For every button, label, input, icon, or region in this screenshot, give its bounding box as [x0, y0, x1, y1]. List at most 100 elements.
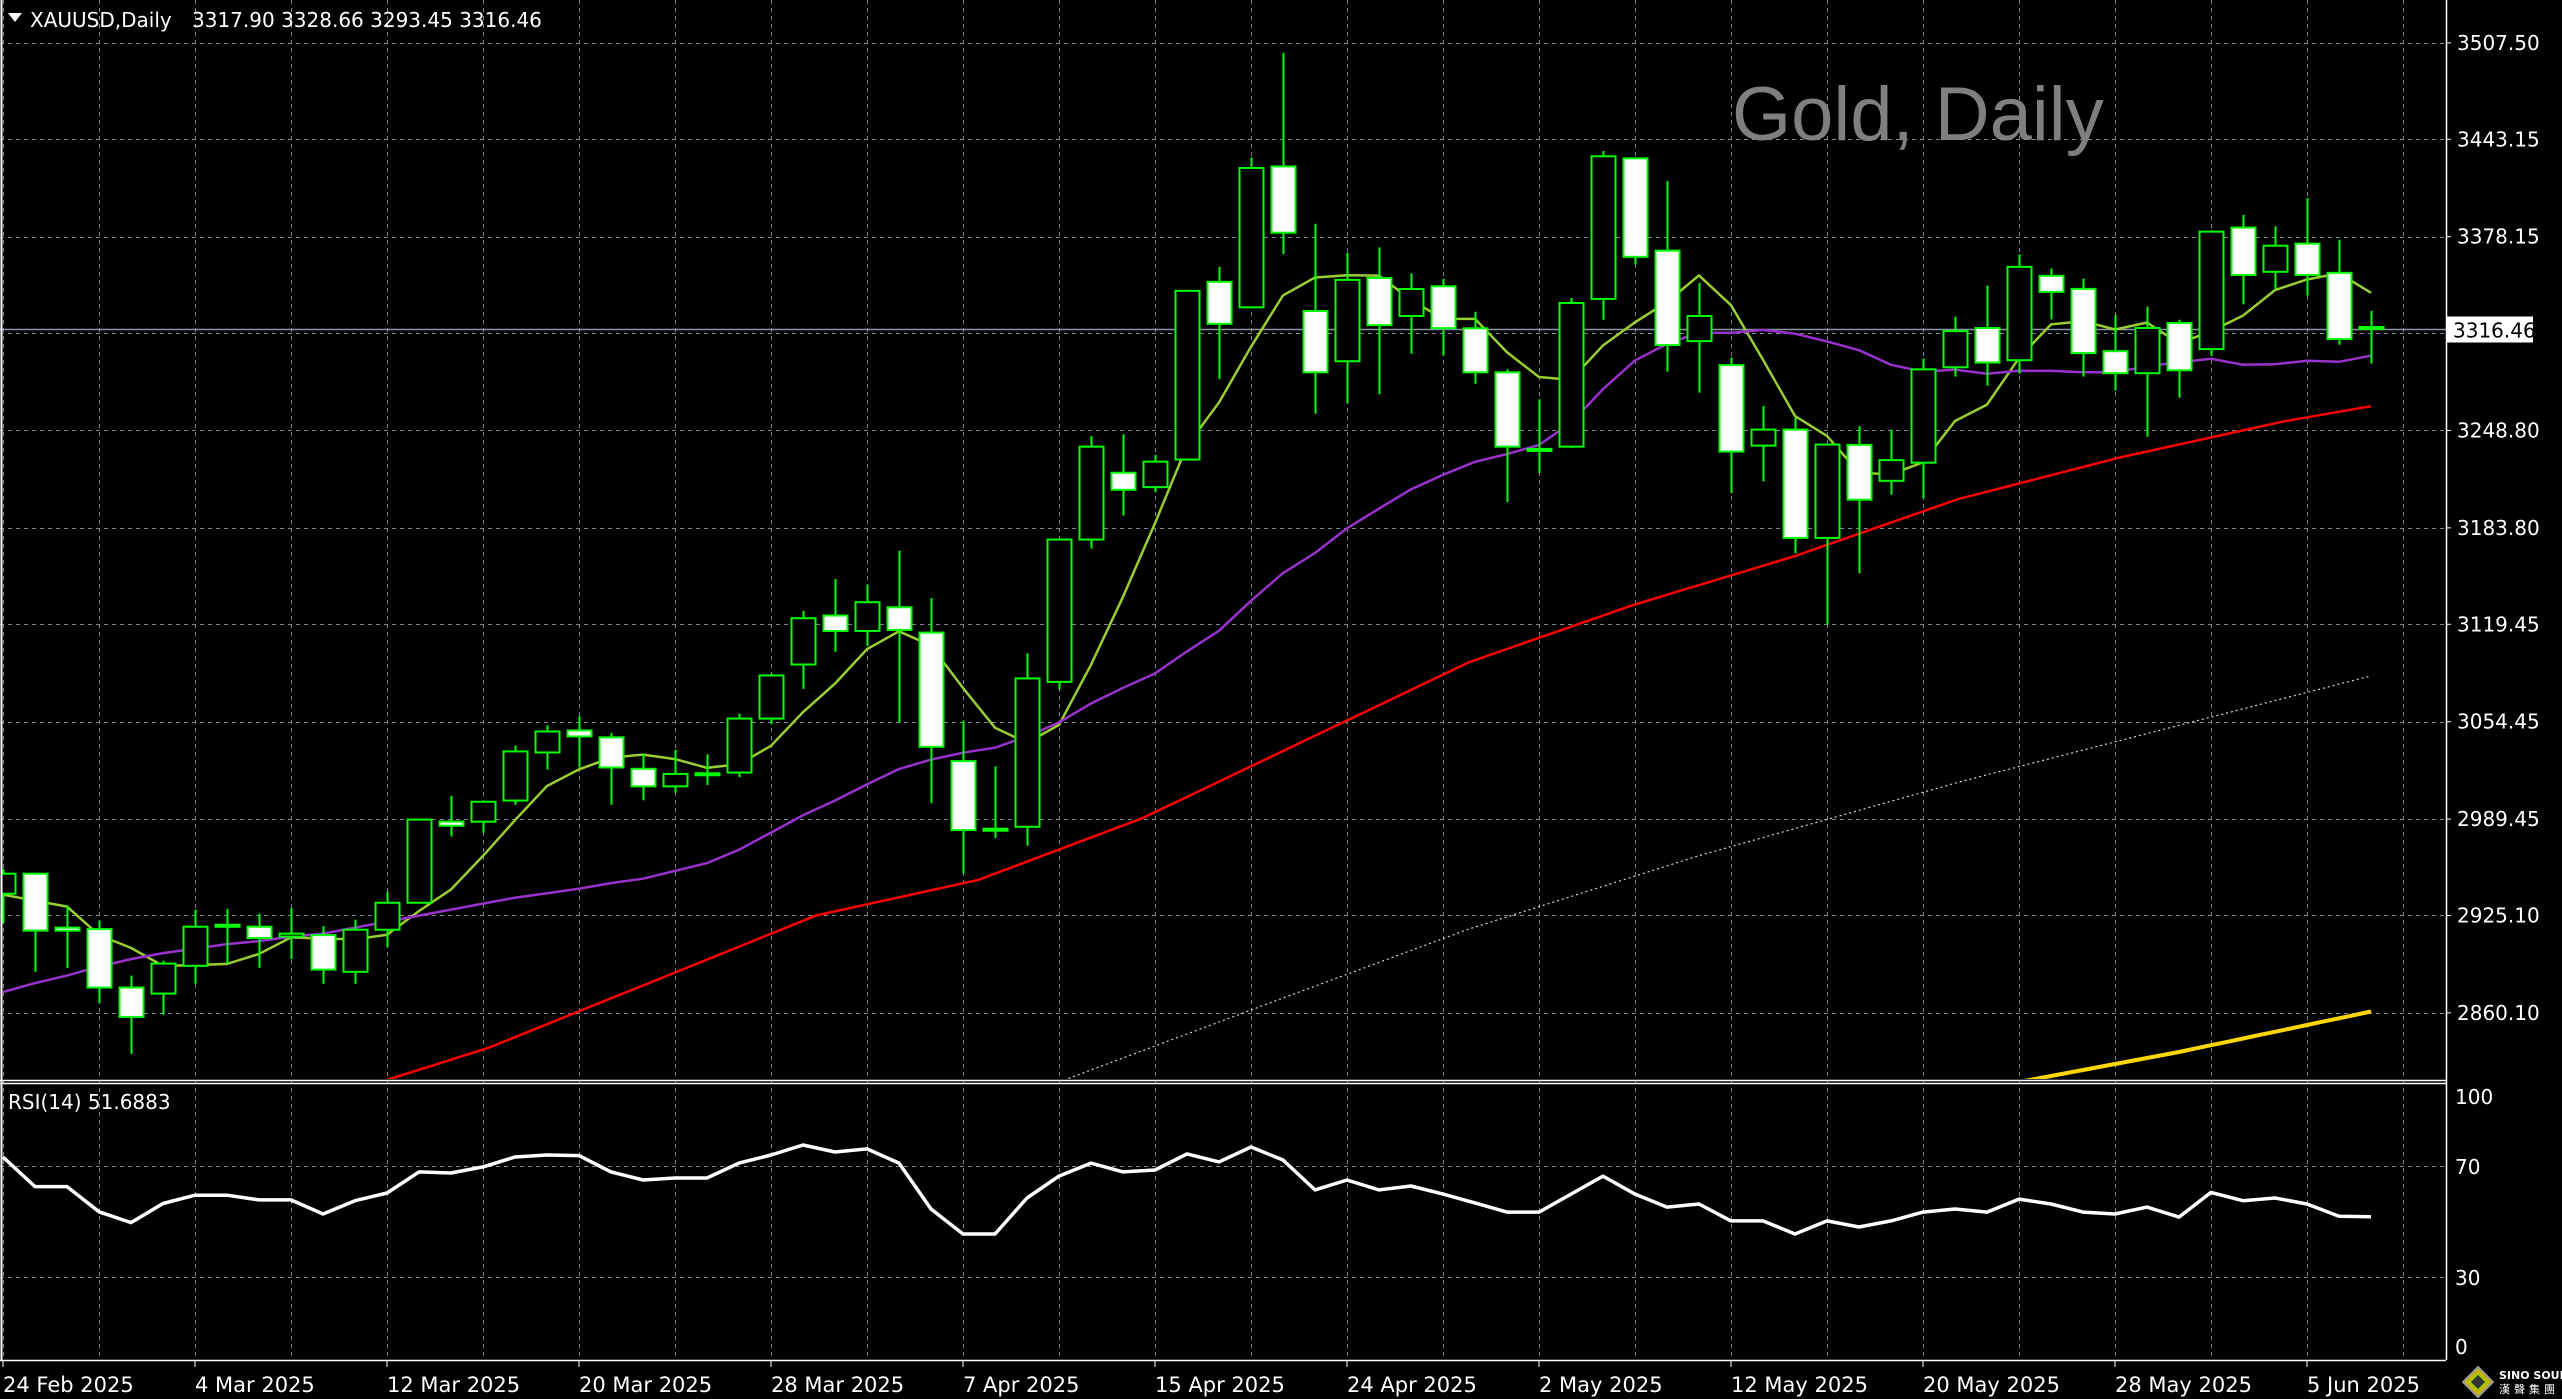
candle-body-bearish — [2038, 274, 2065, 293]
candle — [2326, 239, 2353, 345]
candle-body-bullish — [726, 717, 753, 774]
candle — [2, 869, 17, 924]
rsi-panel[interactable] — [2, 1143, 2372, 1236]
candle-body-bullish — [1590, 155, 1617, 300]
candle — [854, 584, 881, 647]
candle-body-bearish — [1974, 326, 2001, 364]
candle-body-bearish — [2294, 242, 2321, 276]
date-axis-label: 28 Mar 2025 — [771, 1373, 904, 1397]
candle-body-bullish — [662, 772, 689, 788]
candle-body-bearish — [2102, 350, 2129, 375]
price-axis-label: 2860.10 — [2457, 1001, 2540, 1025]
candle-body-bullish — [2198, 230, 2225, 351]
candle-body-bullish — [1142, 460, 1169, 489]
candle-body-bearish — [886, 606, 913, 631]
candle — [790, 610, 817, 689]
candle-body-bullish — [854, 601, 881, 632]
price-axis-label: 3054.45 — [2457, 710, 2540, 734]
candle — [1878, 429, 1905, 495]
candle — [1782, 417, 1809, 554]
candle-body-bearish — [1302, 310, 1329, 374]
candle-body-bullish — [502, 750, 529, 802]
candle — [1622, 157, 1649, 265]
candle-body-bearish — [1430, 285, 1457, 330]
candle — [598, 732, 625, 805]
candle — [1718, 357, 1745, 494]
rsi-axis-label: 30 — [2455, 1266, 2480, 1290]
candle — [758, 673, 785, 725]
candle — [2294, 198, 2321, 296]
logo-chinese: 漢聲集團 — [2499, 1382, 2559, 1396]
candle — [1302, 223, 1329, 414]
candle-body-bearish — [598, 736, 625, 769]
candle — [310, 926, 337, 984]
candle — [1270, 52, 1297, 255]
candles — [2, 52, 2385, 1054]
candle — [662, 749, 689, 793]
candle-body-bearish — [1270, 165, 1297, 234]
rsi-axis-label: 70 — [2455, 1155, 2480, 1179]
candle-body-bullish — [1750, 428, 1777, 447]
candle — [246, 913, 273, 968]
candle — [86, 920, 113, 1003]
candle-body-bullish — [1238, 166, 1265, 309]
logo-diamond-inner-icon — [2468, 1372, 2488, 1392]
date-axis-label: 24 Feb 2025 — [3, 1373, 134, 1397]
price-axis-label: 3507.50 — [2457, 31, 2540, 55]
candle — [1174, 289, 1201, 461]
candle-body-bullish — [470, 800, 497, 823]
candle — [406, 818, 433, 904]
date-axis-label: 28 May 2025 — [2115, 1373, 2252, 1397]
candle-body-bullish — [1942, 330, 1969, 369]
collapse-triangle-icon[interactable] — [8, 13, 22, 22]
candle-body-bearish — [566, 729, 593, 738]
candle — [2070, 278, 2097, 377]
rsi-axis-label: 100 — [2455, 1085, 2493, 1109]
candle — [1238, 157, 1265, 309]
candle-body-bullish — [374, 901, 401, 931]
candle-body-bearish — [2070, 287, 2097, 355]
candle — [2166, 319, 2193, 398]
candle — [1910, 358, 1937, 499]
date-axis-label: 20 May 2025 — [1923, 1373, 2060, 1397]
candle — [2262, 226, 2289, 289]
chart-header[interactable]: XAUUSD,Daily 3317.90 3328.66 3293.45 331… — [8, 8, 542, 32]
candle-body-bullish — [2262, 244, 2289, 273]
price-axis-label: 3378.15 — [2457, 225, 2540, 249]
candle — [1110, 434, 1137, 516]
price-axis-label: 3248.80 — [2457, 418, 2540, 442]
candle-body-bearish — [2326, 271, 2353, 341]
price-axis-label: 3183.80 — [2457, 516, 2540, 540]
candle-body-bearish — [118, 986, 145, 1018]
date-axis-label: 24 Apr 2025 — [1347, 1373, 1477, 1397]
candle-body-bullish — [1686, 314, 1713, 343]
current-price-box — [2447, 316, 2533, 343]
symbol-timeframe: XAUUSD,Daily — [30, 8, 172, 32]
candle — [1206, 266, 1233, 380]
rsi-axis-label: 0 — [2455, 1335, 2468, 1359]
candle-body-bullish — [214, 923, 241, 928]
candle — [1846, 426, 1873, 574]
candle — [470, 800, 497, 833]
candle — [2134, 306, 2161, 437]
candle — [1558, 297, 1585, 449]
candle-body-bullish — [406, 818, 433, 904]
date-axis-label: 15 Apr 2025 — [1155, 1373, 1285, 1397]
candle — [438, 795, 465, 837]
candle — [1334, 252, 1361, 404]
candle — [950, 720, 977, 874]
candle — [1526, 399, 1553, 474]
candle-body-bullish — [2006, 265, 2033, 362]
candle — [694, 754, 721, 785]
price-axis-label: 3119.45 — [2457, 612, 2540, 636]
candle — [822, 579, 849, 652]
current-price-label: 3316.46 — [2453, 319, 2536, 343]
candle-body-bearish — [246, 925, 273, 940]
candle — [1398, 273, 1425, 354]
candle-body-bearish — [1654, 249, 1681, 347]
candle-body-bearish — [1110, 471, 1137, 491]
current-price-marker: 3316.46 — [2447, 316, 2536, 343]
candle — [150, 960, 177, 1015]
